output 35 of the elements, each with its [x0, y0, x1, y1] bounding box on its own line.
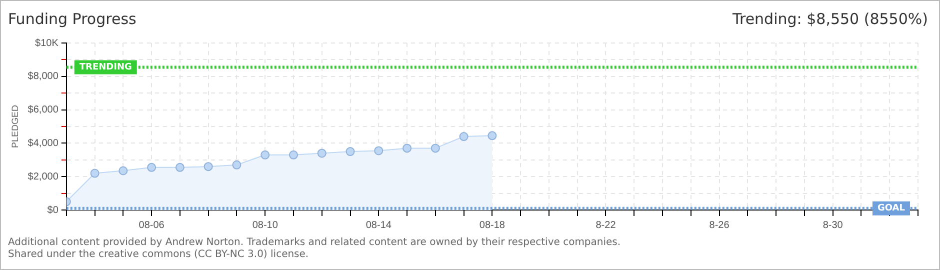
y-tick-label: $4,000	[28, 138, 59, 149]
x-tick-label: 08-14	[366, 220, 392, 231]
point	[374, 146, 384, 156]
x-tick-label: 8-26	[709, 220, 730, 231]
point	[317, 148, 326, 158]
point	[147, 162, 156, 172]
point	[402, 144, 412, 153]
x-tick-label: 08-10	[252, 220, 278, 231]
x-tick-label: 08-18	[479, 220, 506, 231]
x-tick-label: 8-22	[596, 220, 616, 231]
y-axis-title: PLEDGED	[10, 104, 20, 148]
chart-title: Funding Progress	[8, 10, 136, 28]
y-tick-label: $6,000	[28, 104, 59, 116]
point	[488, 131, 497, 140]
point	[260, 150, 270, 160]
point	[175, 162, 184, 172]
y-tick-label: $8,000	[28, 71, 59, 82]
point	[459, 132, 468, 142]
y-tick-label: $10K	[35, 38, 59, 49]
point	[232, 160, 242, 170]
x-tick-label: 08-06	[138, 220, 165, 231]
ref-line-label: GOAL	[878, 204, 906, 214]
text: Additional content provided by Andrew Norton. Trademarks and related content are owned by their respective companies.	[8, 237, 621, 249]
y-tick-label: $0	[47, 204, 59, 216]
point	[90, 168, 100, 178]
x-tick-label: 8-30	[822, 220, 844, 231]
y-tick-label: $2,000	[28, 171, 59, 182]
point	[118, 166, 128, 176]
point	[346, 147, 355, 156]
chart-subtitle: Trending: $8,550 (8550%)	[732, 10, 928, 28]
text: Shared under the creative commons (CC BY-NC 3.0) license.	[8, 249, 310, 261]
ref-line-label: TRENDING	[79, 62, 132, 73]
point	[288, 150, 298, 160]
point	[430, 144, 440, 153]
point	[204, 162, 213, 172]
